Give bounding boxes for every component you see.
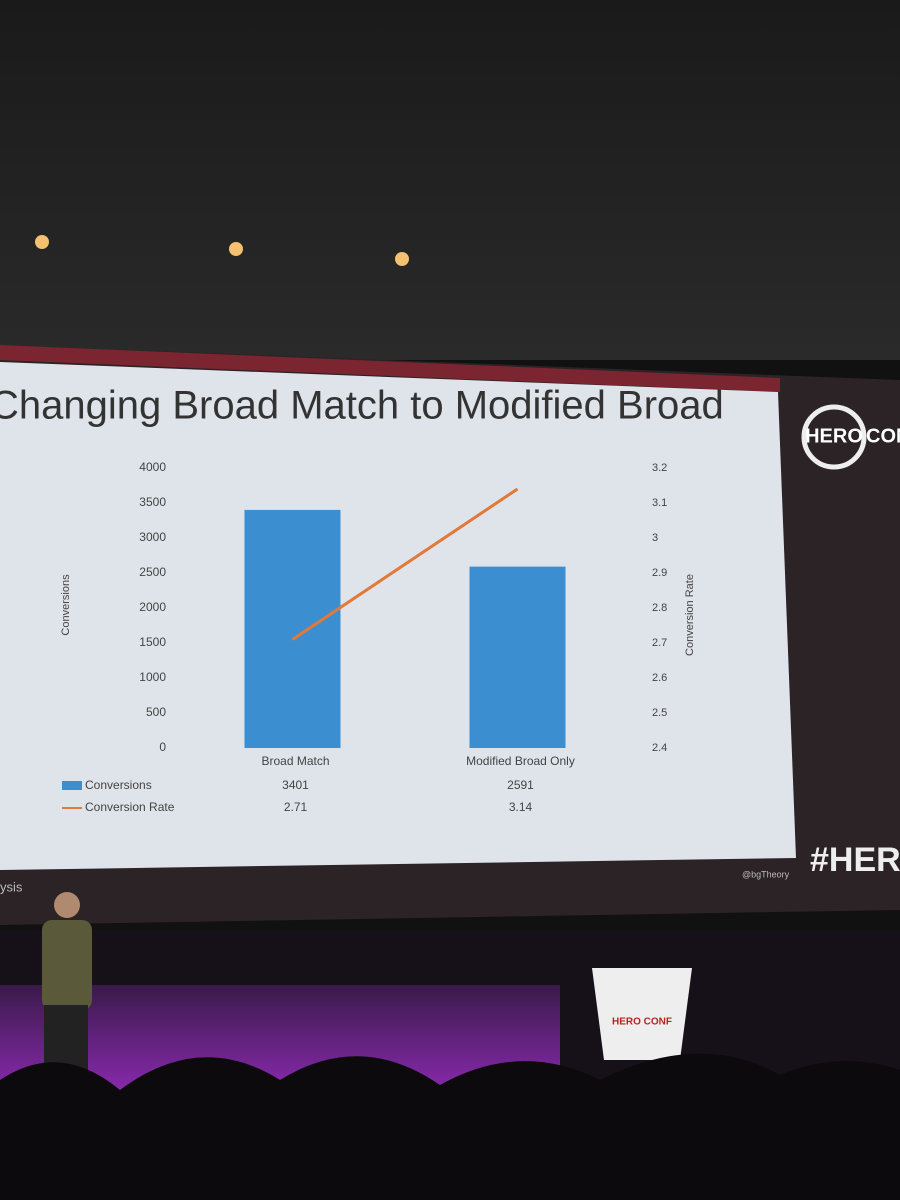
- y2-tick-label: 3: [652, 532, 658, 544]
- chart-title: Changing Broad Match to Modified Broad: [0, 384, 724, 428]
- podium-logo: HERO CONF: [612, 1017, 672, 1028]
- screen-accent: [0, 345, 780, 392]
- x-tick-label: Broad Match: [261, 754, 329, 768]
- x-tick-label: Modified Broad Only: [466, 754, 575, 768]
- y2-axis-label: Conversion Rate: [684, 574, 696, 656]
- bar: [469, 566, 566, 748]
- legend-label: Conversions: [85, 778, 152, 792]
- y-axis-label: Conversions: [60, 574, 72, 636]
- audience: [0, 1053, 900, 1200]
- ceiling: [0, 0, 900, 360]
- legend-label: Conversion Rate: [85, 800, 175, 814]
- slide-footer: ysis: [0, 879, 23, 894]
- y-tick-label: 3500: [139, 495, 166, 509]
- speaker: [42, 920, 92, 1010]
- logo-text: HERO: [805, 425, 863, 447]
- y2-tick-label: 2.7: [652, 637, 667, 649]
- light: [395, 252, 409, 266]
- y2-tick-label: 2.4: [652, 742, 667, 754]
- y-tick-label: 4000: [139, 460, 166, 474]
- table-value: 2.71: [284, 800, 308, 814]
- logo-text: CONF: [866, 425, 900, 447]
- logo-ring: [801, 404, 867, 470]
- bar: [244, 509, 341, 748]
- y2-tick-label: 3.1: [652, 497, 667, 509]
- speaker-head: [54, 892, 80, 918]
- y-tick-label: 0: [159, 740, 166, 754]
- light: [35, 235, 49, 249]
- y-tick-label: 3000: [139, 530, 166, 544]
- y2-tick-label: 2.5: [652, 707, 667, 719]
- y2-tick-label: 3.2: [652, 462, 667, 474]
- y-tick-label: 1000: [139, 670, 166, 684]
- y2-tick-label: 2.8: [652, 602, 667, 614]
- y-tick-label: 2000: [139, 600, 166, 614]
- y-tick-label: 500: [146, 705, 166, 719]
- y-tick-label: 1500: [139, 635, 166, 649]
- legend-swatch: [62, 781, 82, 790]
- twitter-handle: @bgTheory: [742, 869, 790, 879]
- table-value: 3.14: [509, 800, 533, 814]
- y2-tick-label: 2.6: [652, 672, 667, 684]
- table-value: 3401: [282, 778, 309, 792]
- y2-tick-label: 2.9: [652, 567, 667, 579]
- line: [291, 487, 519, 641]
- podium: [592, 968, 692, 1060]
- slide: [0, 362, 796, 870]
- y-tick-label: 2500: [139, 565, 166, 579]
- table-value: 2591: [507, 778, 534, 792]
- light: [229, 242, 243, 256]
